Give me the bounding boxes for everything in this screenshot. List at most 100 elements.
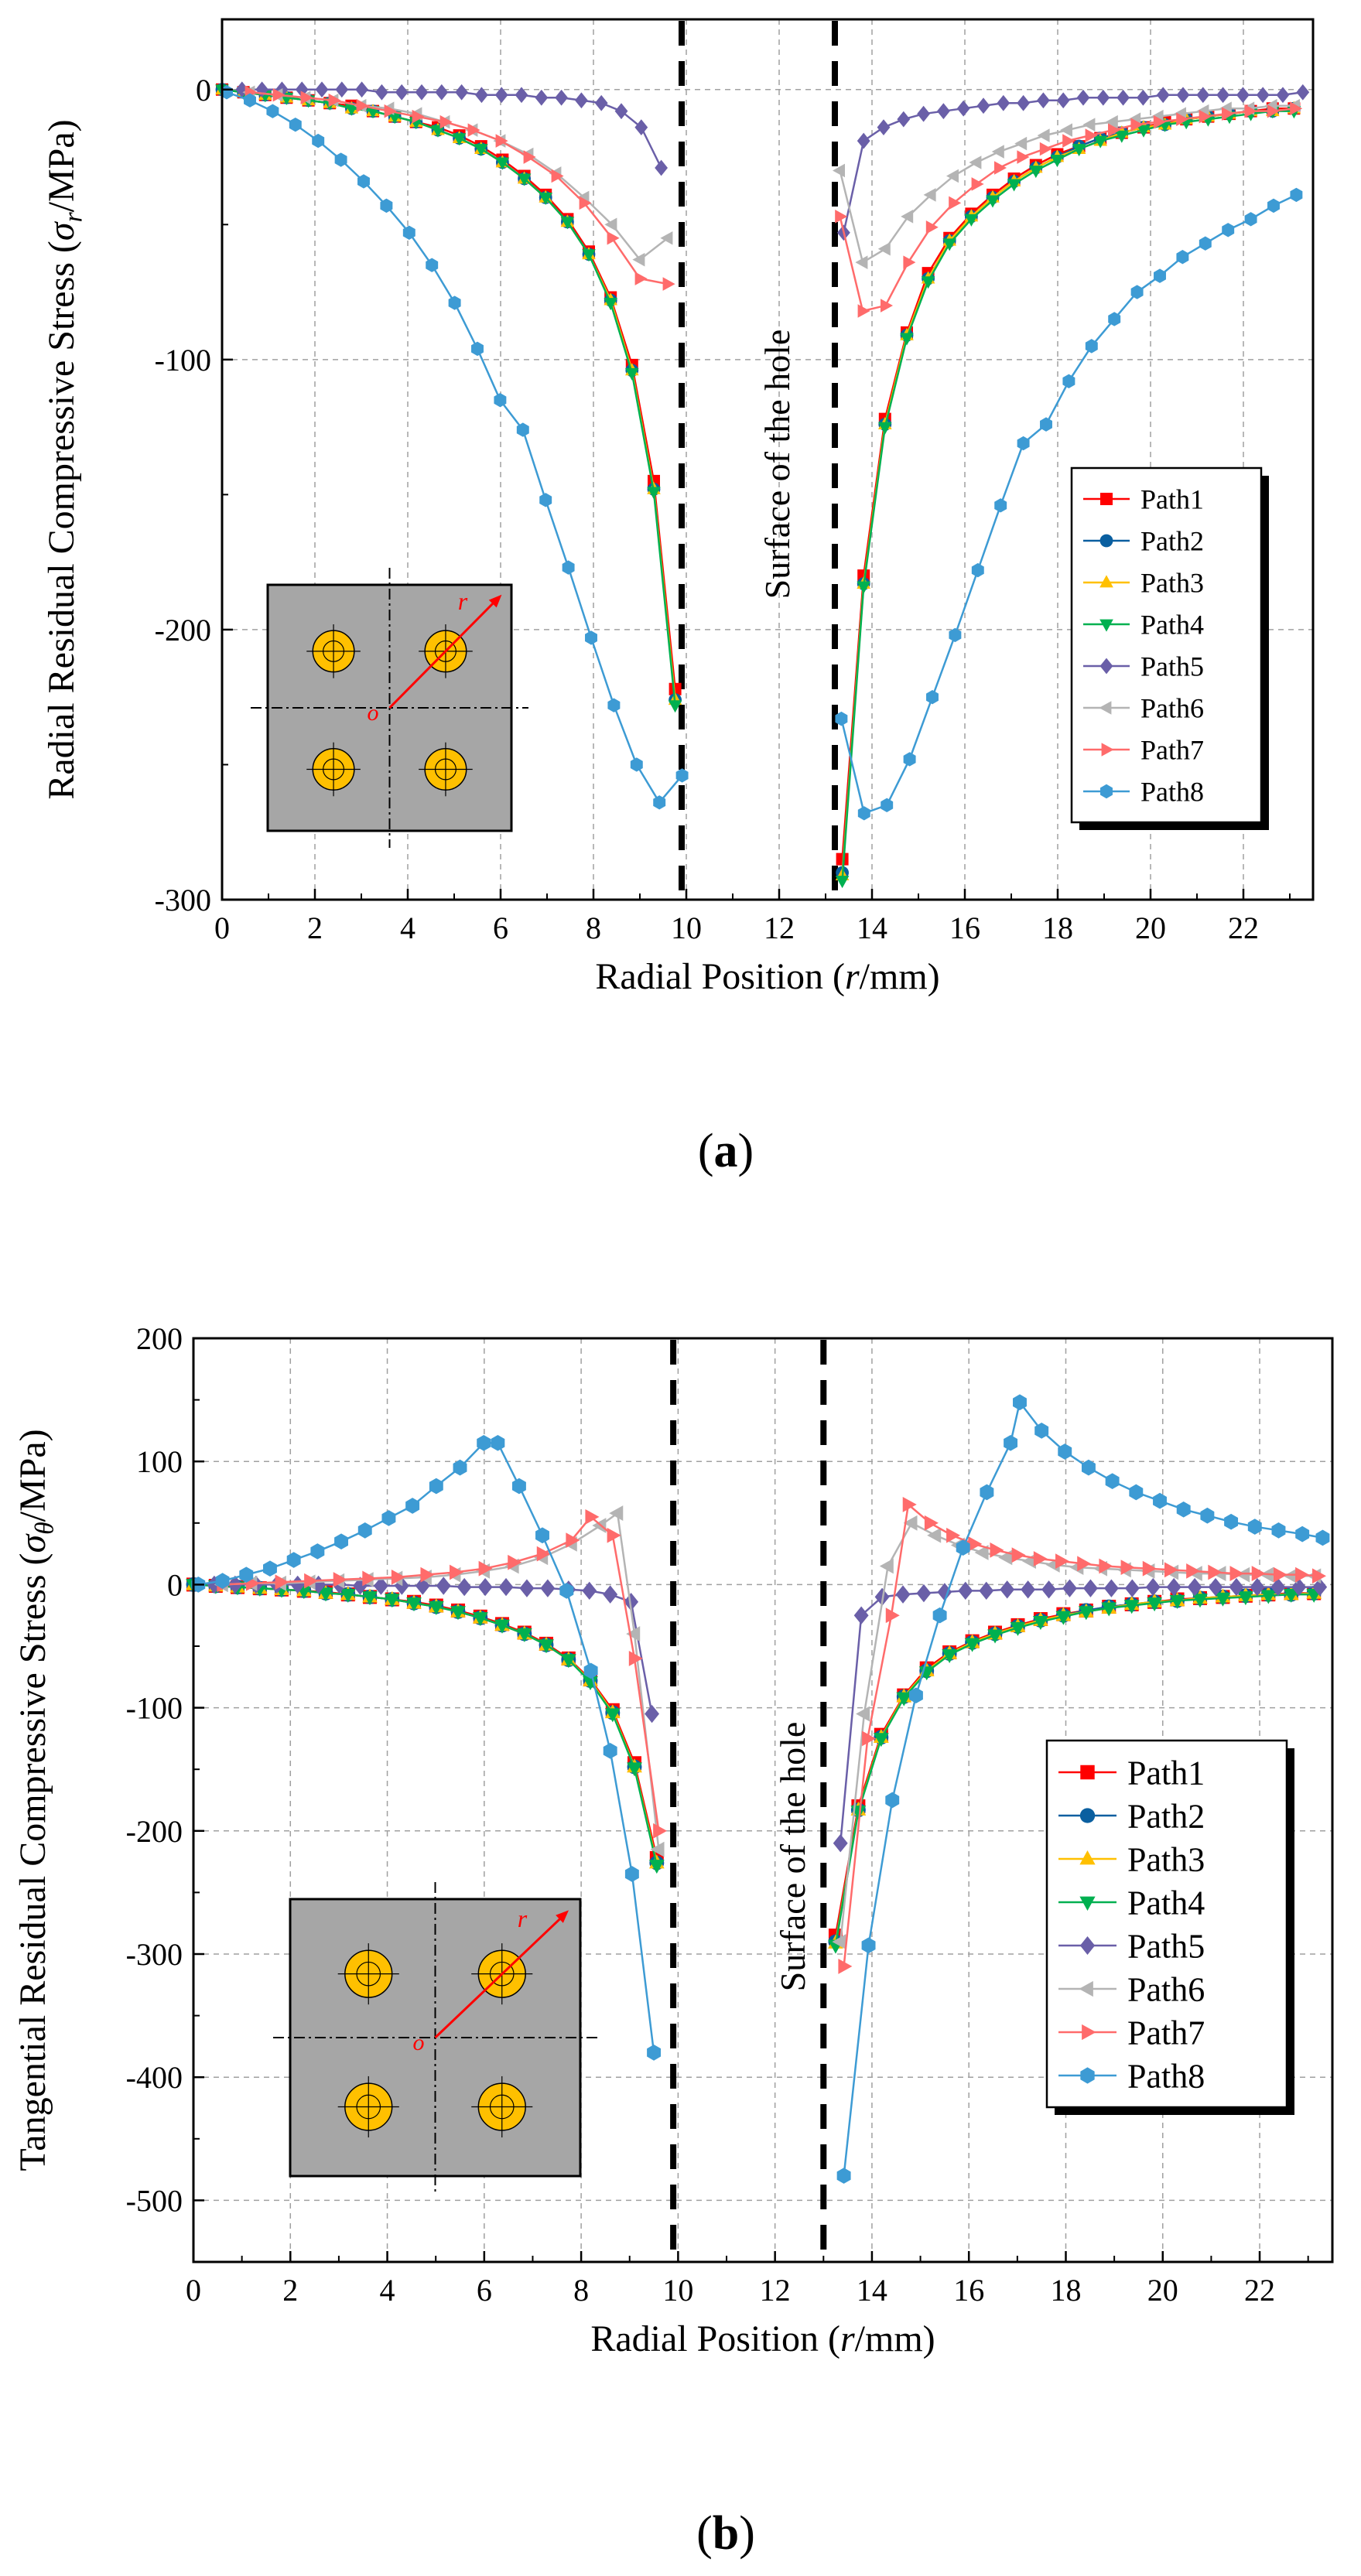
panel-label-close: ) [738,1125,754,1177]
data-point-path5 [540,1579,556,1597]
legend-label-path4: Path4 [1140,610,1204,641]
x-tick-label: 6 [493,910,508,945]
inset-radius-arrow [434,1917,563,2039]
data-point-path7 [328,93,341,108]
data-point-path7 [333,1572,347,1587]
data-point-path6 [856,1706,870,1722]
data-point-path7 [551,169,564,183]
y-axis-label-sigma: σ [41,220,82,241]
data-point-path5 [956,100,970,117]
data-point-path7 [946,1527,961,1543]
y-tick-label: -100 [155,343,211,378]
data-point-path5 [1116,89,1130,106]
data-point-path7 [1222,107,1234,121]
data-point-path6 [923,188,936,202]
data-point-path5 [436,1577,451,1595]
data-point-path5 [1056,92,1070,109]
data-point-path8 [334,152,347,167]
data-point-path8 [535,1527,549,1544]
data-point-path8 [1130,285,1144,299]
data-point-path7 [653,1823,668,1839]
series-line-path2 [193,1584,658,1864]
x-tick-label: 2 [282,2273,298,2308]
legend-marker-path4 [1099,619,1113,632]
data-point-path4 [583,1676,598,1690]
data-point-path7 [903,255,916,269]
series-path6 [242,85,1300,269]
data-point-path6 [609,1505,624,1521]
legend-marker-path7 [1082,2024,1096,2041]
data-point-path8 [471,341,484,357]
data-point-path4 [362,1591,378,1606]
data-point-path8 [583,1662,598,1679]
data-point-path8 [334,1533,349,1550]
data-point-path8 [1062,374,1075,388]
data-point-path4 [942,238,956,251]
data-point-path5 [833,1834,848,1853]
data-point-path4 [1192,1594,1208,1608]
data-point-path5 [1021,1580,1036,1599]
data-point-path8 [881,798,894,813]
data-point-path8 [263,1560,277,1577]
data-point-path4 [494,1619,510,1634]
series-line-path4 [834,1593,1315,1946]
data-point-path7 [885,1607,900,1624]
data-point-path7 [1186,1563,1201,1579]
data-point-path5 [395,84,409,101]
inset-origin-label: o [368,700,379,726]
data-point-path4 [450,1606,466,1621]
data-point-path4 [340,1588,356,1603]
data-point-path6 [1014,136,1028,151]
data-point-path4 [516,1628,532,1642]
data-point-path6 [1082,118,1096,132]
data-point-path5 [1137,89,1150,106]
data-point-path8 [494,393,507,408]
data-point-path5 [979,1581,994,1601]
data-point-path7 [1153,114,1166,129]
data-point-path8 [836,2168,851,2184]
x-axis-label-unit: /mm) [860,956,940,997]
series-path4 [186,1579,1322,1954]
legend-label-path2: Path2 [1140,526,1204,557]
data-point-path8 [1058,1443,1072,1460]
data-point-path7 [1176,112,1189,126]
y-tick-label: 0 [196,73,211,108]
legend-label-path6: Path6 [1140,693,1204,724]
data-point-path8 [1004,1434,1018,1451]
data-point-path4 [878,422,892,435]
data-point-path7 [949,196,962,210]
x-tick-label: 8 [573,2273,589,2308]
legend-label-path7: Path7 [1140,735,1204,766]
data-point-path4 [1029,166,1043,179]
data-point-path7 [1273,1566,1287,1583]
x-tick-label: 4 [400,910,415,945]
series-line-path3 [193,1584,658,1864]
data-point-path5 [634,119,648,136]
data-point-path6 [903,1515,918,1531]
data-point-path6 [991,145,1004,159]
legend-marker-path1 [1080,1765,1095,1780]
data-point-path8 [630,757,643,772]
data-point-path4 [318,1587,333,1602]
legend-label-path8: Path8 [1140,777,1204,808]
data-point-path5 [1041,1580,1057,1599]
data-point-path8 [932,1607,947,1624]
data-point-path7 [881,299,893,313]
data-point-path8 [357,174,370,189]
data-point-path4 [986,195,1000,208]
inset-origin-label: o [413,2030,425,2055]
data-point-path7 [272,87,286,102]
data-point-path8 [980,1484,994,1501]
data-point-path6 [592,1518,607,1533]
data-point-path5 [1124,1579,1140,1597]
y-tick-label: -300 [126,1937,183,1972]
data-point-path7 [508,1554,522,1570]
data-point-path7 [495,134,508,148]
data-point-path8 [835,711,848,726]
data-point-path4 [560,217,575,230]
panel-label-open: ( [698,1125,714,1177]
x-axis-label-symbol: r [845,956,860,997]
x-tick-label: 8 [586,910,601,945]
data-point-path5 [895,1585,911,1604]
data-point-path8 [1017,436,1030,451]
